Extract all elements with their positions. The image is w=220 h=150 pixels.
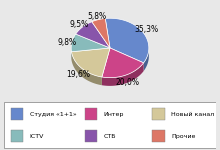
Bar [85, 130, 97, 142]
Polygon shape [105, 18, 149, 63]
Bar [11, 130, 23, 142]
Bar [11, 108, 23, 120]
Text: Интер: Интер [104, 112, 124, 117]
Text: 5,8%: 5,8% [87, 12, 106, 21]
Text: Прочие: Прочие [171, 134, 196, 139]
Text: 9,5%: 9,5% [70, 20, 89, 29]
Text: ICTV: ICTV [30, 134, 44, 139]
Bar [152, 108, 165, 120]
Text: 35,3%: 35,3% [134, 25, 158, 34]
Bar [85, 108, 97, 120]
Polygon shape [102, 48, 144, 78]
Polygon shape [72, 52, 102, 85]
Text: Студия «1+1»: Студия «1+1» [30, 112, 76, 117]
Text: 9,8%: 9,8% [58, 38, 77, 46]
Bar [152, 130, 165, 142]
Text: Новый канал: Новый канал [171, 112, 214, 117]
Text: 20,0%: 20,0% [116, 78, 140, 87]
Polygon shape [71, 47, 72, 60]
Polygon shape [72, 48, 110, 77]
FancyBboxPatch shape [4, 102, 216, 148]
Polygon shape [76, 22, 110, 48]
Text: 19,6%: 19,6% [66, 70, 90, 79]
Polygon shape [71, 34, 110, 52]
Polygon shape [92, 18, 110, 48]
Polygon shape [102, 63, 144, 86]
Polygon shape [144, 48, 149, 71]
Text: СТБ: СТБ [104, 134, 116, 139]
